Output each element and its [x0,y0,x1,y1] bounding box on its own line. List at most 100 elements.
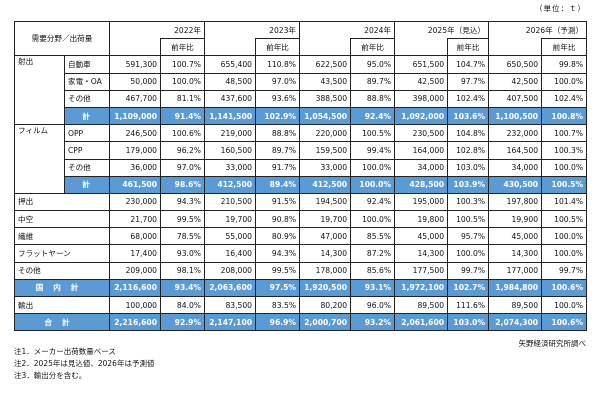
subtotal-label: 計 [64,175,110,194]
cell-value: 42,500 [394,72,449,91]
cell-yoy: 78.5% [159,227,206,246]
cell-value: 398,000 [394,89,449,108]
cell-value: 177,500 [394,261,449,280]
year-header: 2024年 [299,20,396,39]
cell-value: 246,500 [109,124,161,143]
cell-value: 430,500 [488,175,543,194]
table-row: 家電・OA 50,000 100.0% 48,500 97.0% 43,500 … [15,72,588,91]
cell-yoy: 91.7% [255,158,301,177]
cell-yoy: 100.5% [350,124,396,143]
cell-value: 651,500 [394,55,449,74]
table-row: 繊維 68,000 78.5% 55,000 80.9% 47,000 85.5… [14,227,588,246]
cell-value: 16,400 [204,244,257,263]
cell-yoy: 99.4% [350,141,396,160]
table-row: 輸出 100,000 84.0% 83,500 83.5% 80,200 96.… [14,295,588,315]
cell-yoy: 99.5% [255,261,301,280]
cell-yoy: 100.5% [541,210,588,229]
cell-yoy: 97.0% [159,158,206,177]
cell-value: 34,000 [394,158,449,177]
cell-value: 34,000 [488,158,543,177]
category-header: 需要分野／出荷量 [14,20,110,57]
cell-value: 48,500 [204,72,257,91]
table-row: その他 467,700 81.1% 437,600 93.6% 388,500 … [15,89,588,108]
row-label: 中空 [14,210,110,229]
header-row-years: 需要分野／出荷量 2022年 2023年 2024年 2025年（見込） 202… [14,20,588,57]
cell-value: 164,500 [488,141,543,160]
cell-yoy: 95.0% [350,55,396,74]
row-label: 繊維 [14,227,110,246]
cell-value: 14,300 [394,244,449,263]
cell-yoy: 100.5% [447,210,490,229]
cell-value: 83,500 [204,295,257,315]
note-item: 注2．2025年は見込値、2026年は予測値 [14,359,155,368]
cell-yoy: 99.5% [159,210,206,229]
grand-total-row: 合計 2,216,600 92.9% 2,147,100 96.9% 2,000… [14,313,588,332]
cell-yoy: 81.1% [159,89,206,108]
cell-yoy: 99.7% [541,261,588,280]
cell-yoy: 97.0% [255,72,301,91]
cell-value: 19,700 [299,210,352,229]
cell-value: 210,500 [204,192,257,212]
cell-yoy: 97.7% [447,72,490,91]
cell-yoy: 104.7% [447,55,490,74]
cell-yoy: 102.4% [447,89,490,108]
cell-yoy: 100.0% [350,210,396,229]
cell-yoy: 80.9% [255,227,301,246]
cell-value: 2,063,600 [204,278,257,298]
row-label: その他 [64,89,110,108]
cell-yoy: 103.6% [447,106,490,126]
cell-value: 33,000 [204,158,257,177]
group-label: 射出 [14,55,65,126]
cell-yoy: 100.0% [350,175,396,194]
yoy-header: 前年比 [255,38,301,57]
cell-yoy: 102.8% [447,141,490,160]
subtotal-row: 計 461,500 98.6% 412,500 89.4% 412,500 10… [15,175,588,194]
cell-yoy: 92.4% [350,192,396,212]
cell-value: 164,000 [394,141,449,160]
cell-yoy: 84.0% [159,295,206,315]
table-row: その他 209,000 98.1% 208,000 99.5% 178,000 … [14,261,588,280]
cell-value: 655,400 [204,55,257,74]
cell-value: 208,000 [204,261,257,280]
yoy-header: 前年比 [447,38,490,57]
cell-yoy: 96.0% [350,295,396,315]
cell-yoy: 111.6% [447,295,490,315]
cell-value: 230,000 [109,192,161,212]
yoy-header: 前年比 [159,38,206,57]
group-label: フィルム [14,124,65,194]
cell-value: 2,061,600 [394,313,449,332]
cell-yoy: 100.0% [541,295,588,315]
cell-value: 89,500 [394,295,449,315]
cell-value: 591,300 [109,55,161,74]
table-row: CPP 179,000 96.2% 160,500 89.7% 159,500 … [15,141,588,160]
cell-yoy: 93.4% [159,278,206,298]
yoy-header: 前年比 [541,38,588,57]
notes: 注1．メーカー出荷数量ベース 注2．2025年は見込値、2026年は予測値 注3… [14,346,154,382]
cell-yoy: 100.6% [541,313,588,332]
cell-value: 100,000 [109,295,161,315]
cell-yoy: 89.7% [255,141,301,160]
cell-yoy: 88.8% [255,124,301,143]
row-label: CPP [64,141,110,160]
table-row: 押出 230,000 94.3% 210,500 91.5% 194,500 9… [14,192,588,212]
row-label: フラットヤーン [14,244,110,263]
cell-yoy: 91.4% [159,106,206,126]
cell-yoy: 100.5% [541,175,588,194]
cell-yoy: 91.5% [255,192,301,212]
cell-value: 232,000 [488,124,543,143]
cell-yoy: 100.0% [541,72,588,91]
cell-value: 428,500 [394,175,449,194]
cell-value: 461,500 [109,175,161,194]
cell-value: 43,500 [299,72,352,91]
cell-value: 388,500 [299,89,352,108]
cell-value: 412,500 [204,175,257,194]
cell-yoy: 85.5% [350,227,396,246]
cell-value: 1,920,500 [299,278,352,298]
domestic-total-row: 国内計 2,116,600 93.4% 2,063,600 97.5% 1,92… [14,278,588,298]
table-row: 射出 自動車 591,300 100.7% 655,400 110.8% 622… [14,55,588,126]
cell-value: 412,500 [299,175,352,194]
cell-yoy: 100.6% [541,278,588,298]
cell-value: 1,972,100 [394,278,449,298]
cell-value: 42,500 [488,72,543,91]
cell-yoy: 102.7% [447,278,490,298]
